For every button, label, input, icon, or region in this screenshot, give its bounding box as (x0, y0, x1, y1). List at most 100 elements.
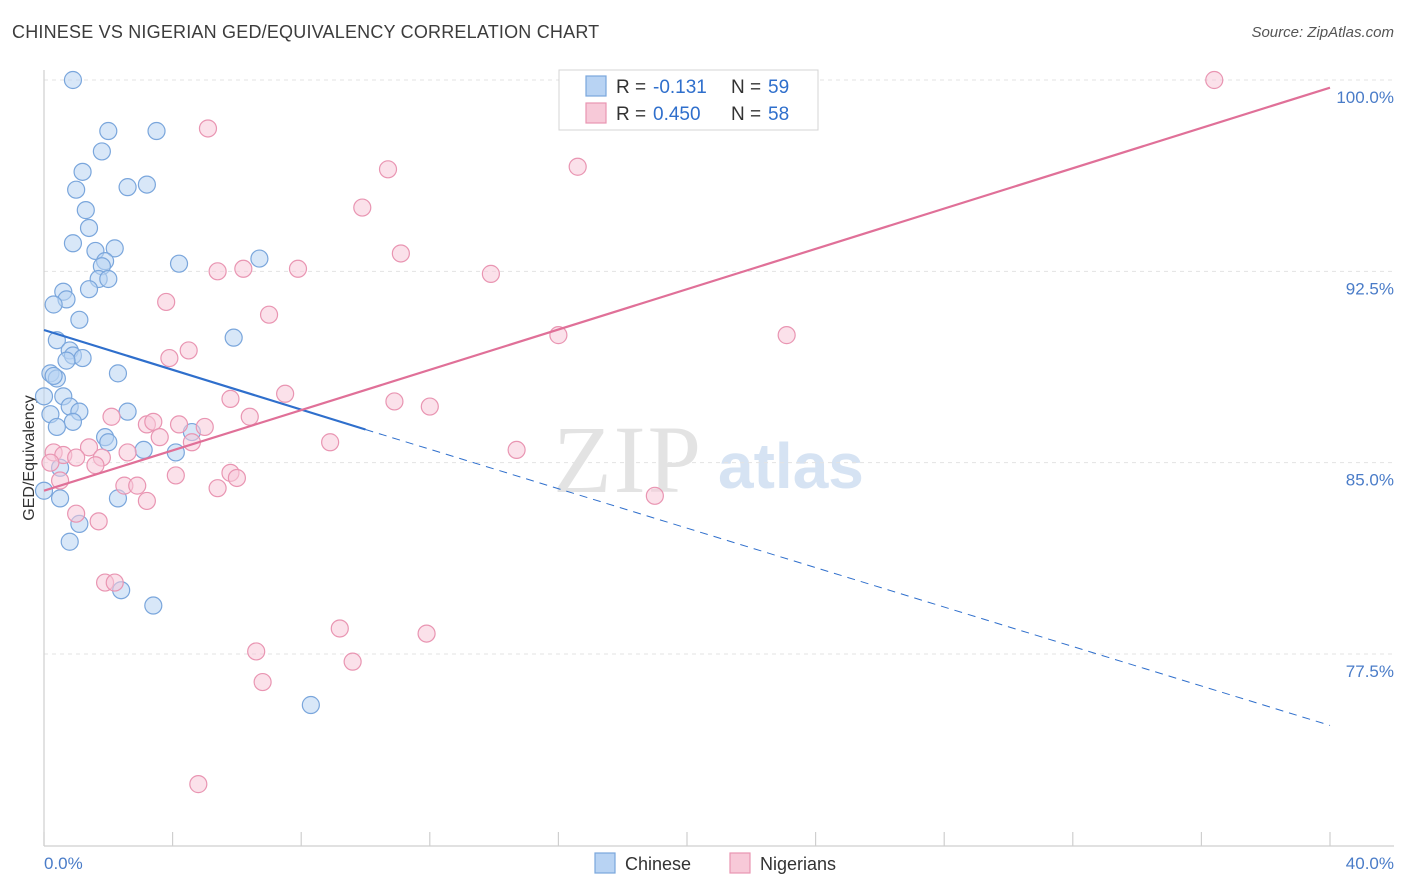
series-nigerian-points (41, 70, 1224, 794)
nigerian-point-35 (67, 448, 86, 467)
trend-lines (43, 86, 1331, 726)
stats-box: R = -0.131 N = 59 R = 0.450 N = 58 (558, 69, 819, 131)
stats-nigerian-n-label: N = (731, 104, 761, 125)
nigerian-point-56 (253, 672, 272, 692)
nigerian-point-19 (385, 392, 404, 411)
stats-chinese-r-value: -0.131 (653, 77, 707, 98)
nigerian-point-55 (343, 652, 362, 671)
nigerian-point-54 (247, 642, 266, 661)
watermark-atlas: atlas (718, 430, 864, 502)
nigerian-point-27 (150, 428, 169, 447)
nigerian-point-32 (507, 440, 526, 460)
stats-nigerian-n-value: 58 (768, 104, 789, 125)
nigerian-point-15 (179, 341, 198, 360)
chinese-point-44 (134, 440, 153, 460)
watermark-zip: ZIP (553, 406, 703, 513)
chinese-point-23 (70, 310, 89, 329)
y-tick-label-1: 92.5% (1346, 279, 1394, 298)
nigerian-point-1 (1205, 70, 1224, 90)
chinese-point-49 (50, 489, 70, 508)
x-tick-label-max: 40.0% (1346, 854, 1394, 873)
x-tick-marks (43, 832, 1331, 846)
chinese-point-54 (144, 596, 163, 615)
nigerian-point-57 (189, 775, 208, 794)
nigerian-point-31 (118, 443, 137, 462)
nigerian-point-47 (137, 491, 156, 511)
nigerian-point-5 (353, 198, 372, 217)
stats-chinese-r-label: R = (616, 77, 646, 98)
chinese-point-18 (99, 269, 118, 289)
nigerian-point-22 (240, 407, 259, 426)
chinese-point-8 (76, 201, 95, 220)
chinese-point-16 (250, 249, 269, 268)
stats-swatch-chinese (585, 75, 607, 97)
nigerian-point-10 (481, 264, 500, 283)
chinese-point-55 (301, 695, 320, 715)
chinese-point-10 (63, 234, 83, 253)
nigerian-point-51 (105, 573, 124, 592)
nigerian-point-18 (221, 389, 240, 408)
grid (44, 79, 1394, 655)
chinese-point-0 (63, 70, 83, 90)
chinese-point-43 (99, 433, 118, 452)
y-axis-label: GED/Equivalency (21, 395, 38, 520)
stats-chinese-n-value: 59 (768, 77, 789, 98)
nigerian-point-3 (378, 160, 398, 179)
chinese-point-41 (47, 417, 66, 437)
chinese-point-29 (57, 351, 76, 370)
legend-swatch-nigerian (729, 852, 751, 874)
nigerian-point-16 (160, 348, 179, 368)
chinese-point-40 (63, 412, 83, 431)
y-tick-label-2: 85.0% (1346, 471, 1394, 490)
nigerian-point-41 (166, 466, 185, 485)
chinese-point-32 (108, 364, 128, 383)
chinese-point-34 (34, 387, 54, 406)
stats-chinese-n-label: N = (731, 77, 761, 98)
trend-line-nigerian (43, 86, 1331, 492)
nigerian-point-30 (79, 438, 99, 457)
chinese-point-15 (169, 254, 189, 273)
nigerian-point-20 (420, 397, 439, 416)
chinese-point-2 (147, 121, 166, 141)
chinese-point-4 (73, 162, 92, 181)
chinese-point-3 (92, 142, 111, 161)
chinese-point-9 (79, 218, 99, 238)
nigerian-point-40 (227, 468, 246, 488)
stats-nigerian-r-value: 0.450 (653, 104, 701, 125)
nigerian-point-12 (259, 305, 279, 324)
y-tick-label-3: 77.5% (1346, 662, 1394, 681)
chinese-point-22 (44, 295, 63, 314)
stats-swatch-nigerian (585, 102, 607, 124)
legend-label-chinese: Chinese (625, 854, 691, 874)
x-tick-label-min: 0.0% (44, 854, 83, 873)
legend: Chinese Nigerians (594, 852, 836, 874)
nigerian-point-25 (144, 412, 163, 431)
stats-nigerian-r-label: R = (616, 104, 646, 125)
chinese-point-6 (118, 178, 137, 197)
chinese-point-38 (118, 402, 137, 421)
nigerian-point-17 (276, 384, 295, 403)
nigerian-point-45 (208, 479, 227, 498)
y-tick-label-0: 100.0% (1336, 88, 1394, 107)
nigerian-point-7 (208, 262, 227, 281)
chinese-point-33 (44, 366, 63, 386)
chart-title: CHINESE VS NIGERIAN GED/EQUIVALENCY CORR… (12, 22, 600, 42)
chinese-point-12 (105, 239, 124, 258)
trend-line-chinese-extension (365, 429, 1331, 726)
nigerian-point-46 (645, 486, 664, 505)
nigerian-point-49 (89, 512, 108, 531)
nigerian-point-8 (234, 259, 253, 278)
nigerian-point-44 (128, 476, 147, 495)
chinese-point-24 (224, 328, 243, 347)
nigerian-point-6 (391, 244, 410, 263)
source-credit: Source: ZipAtlas.com (1251, 24, 1394, 41)
chinese-point-52 (60, 532, 79, 551)
nigerian-point-52 (330, 619, 349, 638)
nigerian-point-4 (568, 157, 587, 176)
nigerian-point-38 (86, 456, 105, 475)
chinese-point-19 (79, 280, 99, 299)
nigerian-point-29 (321, 433, 340, 452)
y-tick-labels: 100.0% 92.5% 85.0% 77.5% (1336, 88, 1394, 681)
nigerian-point-21 (102, 407, 121, 426)
nigerian-point-23 (169, 415, 189, 434)
